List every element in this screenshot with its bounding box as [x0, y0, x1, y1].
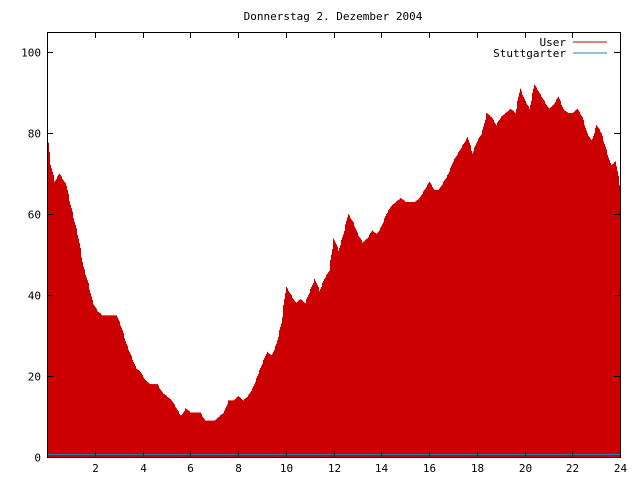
legend-stuttgarter-label: Stuttgarter — [493, 47, 566, 60]
chart-title: Donnerstag 2. Dezember 2004 — [244, 10, 423, 23]
bars-layer — [47, 84, 621, 457]
y-tick-label: 100 — [21, 47, 41, 60]
y-tick-label: 40 — [28, 290, 41, 303]
y-tick-label: 60 — [28, 209, 41, 222]
y-tick-label: 0 — [34, 452, 41, 465]
x-tick-label: 10 — [280, 462, 293, 475]
x-tick-label: 14 — [375, 462, 389, 475]
legend: User Stuttgarter — [493, 36, 607, 60]
y-tick-label: 80 — [28, 128, 41, 141]
x-tick-label: 6 — [187, 462, 194, 475]
x-tick-label: 4 — [140, 462, 147, 475]
x-tick-label: 8 — [235, 462, 242, 475]
x-tick-label: 16 — [423, 462, 436, 475]
x-tick-label: 24 — [614, 462, 628, 475]
legend-user-label: User — [540, 36, 567, 49]
x-tick-label: 18 — [471, 462, 484, 475]
x-tick-label: 12 — [328, 462, 341, 475]
x-tick-label: 22 — [566, 462, 579, 475]
y-tick-label: 20 — [28, 371, 41, 384]
x-tick-label: 20 — [519, 462, 532, 475]
x-tick-label: 2 — [92, 462, 99, 475]
